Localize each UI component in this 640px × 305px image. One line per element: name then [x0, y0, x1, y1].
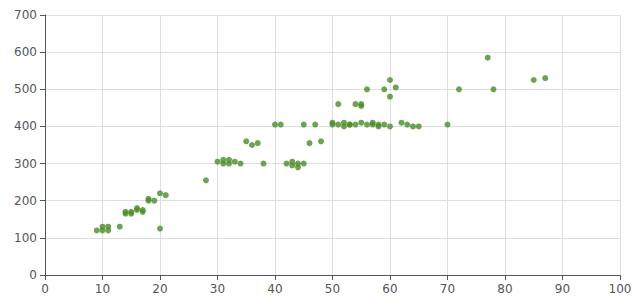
- svg-text:0: 0: [29, 268, 37, 282]
- svg-text:100: 100: [14, 231, 37, 245]
- svg-text:60: 60: [382, 282, 397, 296]
- svg-text:80: 80: [497, 282, 512, 296]
- svg-text:100: 100: [609, 282, 632, 296]
- svg-text:300: 300: [14, 157, 37, 171]
- svg-text:500: 500: [14, 82, 37, 96]
- svg-text:700: 700: [14, 8, 37, 22]
- svg-text:20: 20: [152, 282, 167, 296]
- svg-text:50: 50: [325, 282, 340, 296]
- svg-text:30: 30: [210, 282, 225, 296]
- svg-text:10: 10: [95, 282, 110, 296]
- svg-text:0: 0: [41, 282, 49, 296]
- svg-text:70: 70: [440, 282, 455, 296]
- svg-text:200: 200: [14, 194, 37, 208]
- svg-text:400: 400: [14, 119, 37, 133]
- svg-text:600: 600: [14, 45, 37, 59]
- svg-text:90: 90: [555, 282, 570, 296]
- svg-text:40: 40: [267, 282, 282, 296]
